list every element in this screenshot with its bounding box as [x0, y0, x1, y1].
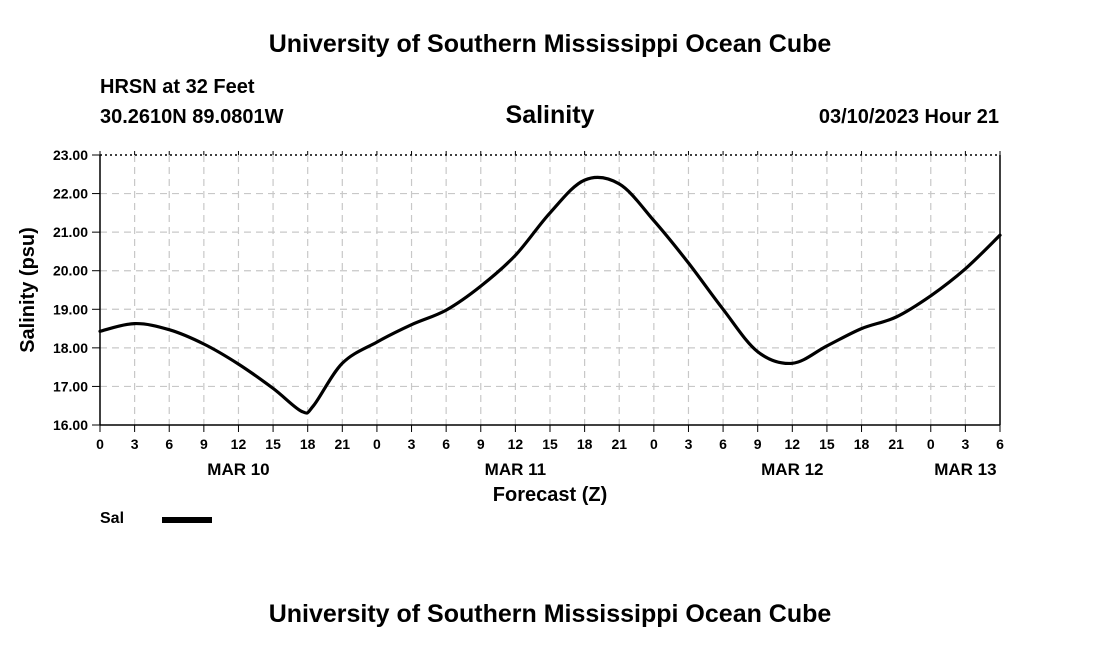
- x-tick-label: 12: [508, 436, 524, 452]
- legend-swatch: [162, 517, 212, 523]
- x-tick-label: 0: [96, 436, 104, 452]
- x-tick-label: 9: [477, 436, 485, 452]
- y-tick-label: 18.00: [53, 340, 88, 356]
- x-tick-label: 6: [719, 436, 727, 452]
- x-tick-label: 15: [265, 436, 281, 452]
- coordinates-label: 30.2610N 89.0801W: [100, 106, 284, 128]
- y-tick-label: 17.00: [53, 378, 88, 394]
- x-tick-label: 9: [200, 436, 208, 452]
- x-tick-label: 0: [927, 436, 935, 452]
- y-axis-title: Salinity (psu): [17, 227, 39, 353]
- y-tick-label: 19.00: [53, 301, 88, 317]
- x-tick-label: 18: [577, 436, 593, 452]
- x-tick-label: 21: [335, 436, 351, 452]
- x-tick-label: 3: [961, 436, 969, 452]
- x-tick-label: 21: [611, 436, 627, 452]
- x-tick-label: 0: [373, 436, 381, 452]
- chart-main-title: University of Southern Mississippi Ocean…: [268, 30, 832, 58]
- x-tick-label: 6: [442, 436, 450, 452]
- date-label: MAR 10: [207, 460, 269, 479]
- x-tick-label: 3: [408, 436, 416, 452]
- x-tick-label: 18: [854, 436, 870, 452]
- date-label: MAR 12: [761, 460, 823, 479]
- footer-title: University of Southern Mississippi Ocean…: [268, 600, 832, 628]
- y-tick-label: 22.00: [53, 186, 88, 202]
- x-tick-label: 3: [131, 436, 139, 452]
- x-tick-label: 15: [542, 436, 558, 452]
- x-tick-label: 12: [785, 436, 801, 452]
- datetime-label: 03/10/2023 Hour 21: [818, 106, 999, 128]
- y-tick-label: 20.00: [53, 263, 88, 279]
- salinity-series-line: [98, 175, 1002, 415]
- x-tick-label: 12: [231, 436, 247, 452]
- x-tick-label: 9: [754, 436, 762, 452]
- x-tick-label: 15: [819, 436, 835, 452]
- chart-subtitle: Salinity: [505, 101, 595, 129]
- y-tick-label: 21.00: [53, 224, 88, 240]
- x-tick-label: 0: [650, 436, 658, 452]
- x-tick-label: 18: [300, 436, 316, 452]
- x-tick-label: 6: [996, 436, 1004, 452]
- y-tick-label: 16.00: [53, 417, 88, 433]
- date-label: MAR 11: [485, 460, 546, 479]
- legend-label: Sal: [100, 510, 125, 527]
- x-axis-title: Forecast (Z): [493, 484, 607, 506]
- x-tick-label: 6: [165, 436, 173, 452]
- x-tick-label: 3: [685, 436, 693, 452]
- y-tick-label: 23.00: [53, 147, 88, 163]
- date-label: MAR 13: [934, 460, 996, 479]
- x-tick-label: 21: [888, 436, 904, 452]
- station-label: HRSN at 32 Feet: [100, 76, 255, 98]
